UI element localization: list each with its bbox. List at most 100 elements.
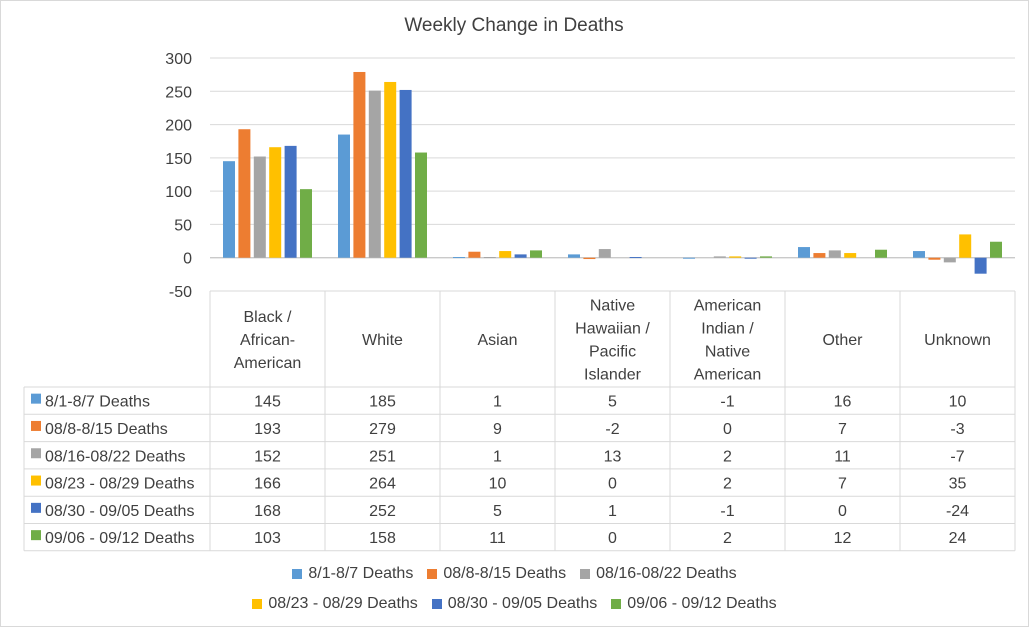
data-label: 5 xyxy=(608,394,617,411)
data-label: 0 xyxy=(838,503,847,520)
bar xyxy=(453,257,465,259)
legend-item: 08/23 - 08/29 Deaths xyxy=(252,595,418,613)
row-legend-key xyxy=(31,502,41,513)
bars xyxy=(223,71,1002,274)
bar xyxy=(238,129,251,258)
y-tick-label: 300 xyxy=(165,51,192,68)
data-label: 1 xyxy=(493,448,502,465)
row-legend-key xyxy=(31,475,41,486)
bar xyxy=(943,257,956,263)
legend-label: 08/23 - 08/29 Deaths xyxy=(268,595,418,612)
data-label: 264 xyxy=(369,476,396,493)
bar xyxy=(468,251,481,258)
bar xyxy=(798,247,810,258)
category-label: Native xyxy=(705,344,750,361)
data-label: -1 xyxy=(720,503,734,520)
legend-row-1: 8/1-8/7 Deaths 08/8-8/15 Deaths 08/16-08/2… xyxy=(0,565,1029,583)
data-label: 166 xyxy=(254,476,281,493)
data-label: 5 xyxy=(493,503,502,520)
legend-item: 08/16-08/22 Deaths xyxy=(580,565,737,583)
data-label: 0 xyxy=(608,476,617,493)
data-label: 11 xyxy=(489,530,506,547)
legend-item: 8/1-8/7 Deaths xyxy=(292,565,413,583)
bar xyxy=(913,251,925,258)
row-series-label: 08/16-08/22 Deaths xyxy=(45,448,186,465)
legend-swatch xyxy=(427,569,438,579)
category-label: Pacific xyxy=(589,344,636,361)
legend-swatch xyxy=(292,569,303,579)
y-tick-label: 50 xyxy=(174,217,192,234)
legend-swatch xyxy=(611,599,622,609)
y-tick-label: 150 xyxy=(165,151,192,168)
legend-item: 08/30 - 09/05 Deaths xyxy=(431,595,597,613)
gridlines xyxy=(210,57,1015,292)
bar xyxy=(384,81,397,258)
data-label: 24 xyxy=(949,530,967,547)
bar xyxy=(990,241,1002,258)
legend-swatch xyxy=(580,569,591,579)
data-label: 0 xyxy=(608,530,617,547)
row-series-label: 08/30 - 09/05 Deaths xyxy=(45,503,194,520)
data-label: 7 xyxy=(838,421,847,438)
data-label: 152 xyxy=(254,448,281,465)
bar xyxy=(744,257,757,259)
category-label: African- xyxy=(240,332,295,349)
data-label: 2 xyxy=(723,476,732,493)
bar xyxy=(223,161,235,258)
legend-label: 08/8-8/15 Deaths xyxy=(443,565,567,582)
category-label: Asian xyxy=(477,332,517,349)
bar xyxy=(399,89,412,258)
data-label: 279 xyxy=(369,421,396,438)
legend-swatch xyxy=(252,599,263,609)
data-label: 12 xyxy=(834,530,852,547)
legend-label: 09/06 - 09/12 Deaths xyxy=(627,595,777,612)
data-label: -24 xyxy=(946,503,969,520)
bar xyxy=(415,152,427,258)
y-axis-ticks: -50 0 50 100 150 200 250 300 xyxy=(165,51,192,301)
legend-item: 09/06 - 09/12 Deaths xyxy=(611,595,777,613)
data-label: 1 xyxy=(608,503,617,520)
data-label: -1 xyxy=(720,394,734,411)
chart-title: Weekly Change in Deaths xyxy=(404,15,623,36)
data-label: 10 xyxy=(949,394,967,411)
data-label: 10 xyxy=(489,476,507,493)
category-label: American xyxy=(694,367,762,384)
data-label: 11 xyxy=(834,448,851,465)
bar xyxy=(828,250,841,258)
bar xyxy=(729,256,742,258)
y-tick-label: 200 xyxy=(165,118,192,135)
bar xyxy=(598,249,611,258)
data-label: 145 xyxy=(254,394,281,411)
row-series-label: 8/1-8/7 Deaths xyxy=(45,394,150,411)
bar xyxy=(284,145,297,258)
bar xyxy=(760,256,772,258)
data-label: 185 xyxy=(369,394,396,411)
row-legend-key xyxy=(31,530,41,541)
data-label: 1 xyxy=(493,394,502,411)
bar xyxy=(959,234,972,258)
legend-item: 08/8-8/15 Deaths xyxy=(427,565,566,583)
bar xyxy=(368,90,381,258)
category-label: Indian / xyxy=(701,321,754,338)
category-label: Unknown xyxy=(924,332,991,349)
bar xyxy=(530,250,542,258)
data-label: 13 xyxy=(604,448,622,465)
row-series-label: 08/23 - 08/29 Deaths xyxy=(45,476,194,493)
row-series-label: 08/8-8/15 Deaths xyxy=(45,421,168,438)
bar xyxy=(514,254,527,258)
data-label: 16 xyxy=(834,394,852,411)
bar xyxy=(300,189,312,258)
bar xyxy=(583,257,596,260)
legend-swatch xyxy=(431,599,442,609)
category-label: American xyxy=(694,298,762,315)
bar xyxy=(568,254,580,258)
data-label: 2 xyxy=(723,530,732,547)
data-label: 252 xyxy=(369,503,396,520)
category-label: White xyxy=(362,332,403,349)
legend-label: 8/1-8/7 Deaths xyxy=(308,565,414,582)
y-tick-label: -50 xyxy=(169,284,192,301)
data-label: 103 xyxy=(254,530,281,547)
data-label: 251 xyxy=(369,448,396,465)
data-label: -2 xyxy=(605,421,619,438)
